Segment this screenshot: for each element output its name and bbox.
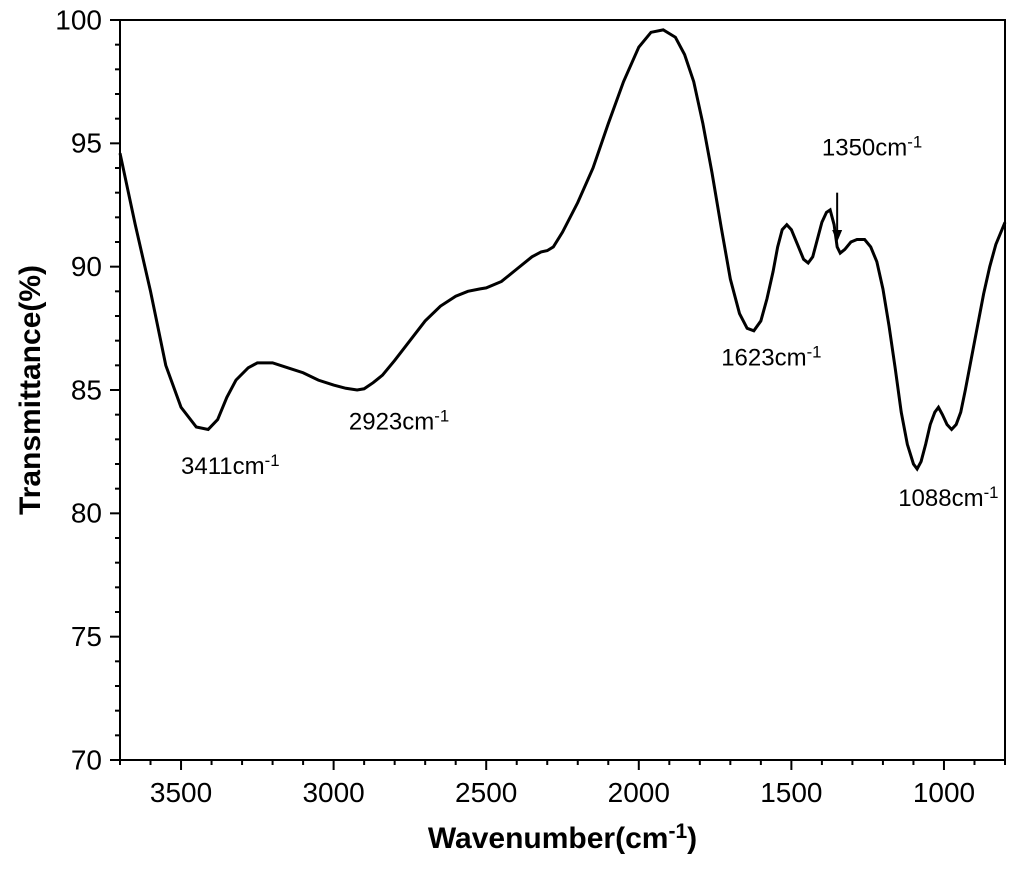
y-tick-label: 85 bbox=[71, 374, 102, 405]
x-tick-label: 1500 bbox=[760, 777, 822, 808]
y-tick-label: 75 bbox=[71, 621, 102, 652]
x-tick-label: 2500 bbox=[455, 777, 517, 808]
y-axis-label: Transmittance(%) bbox=[14, 265, 47, 515]
x-tick-label: 3000 bbox=[302, 777, 364, 808]
x-axis-label: Wavenumber(cm-1) bbox=[428, 820, 697, 855]
peak-label: 1350cm-1 bbox=[822, 133, 922, 162]
chart-svg: 1000 1500 2000 2500 3000 3500 70 75 80 85 90 95 100 W… bbox=[0, 0, 1021, 879]
peak-label: 1088cm-1 bbox=[898, 483, 998, 512]
ir-spectrum-chart: 1000 1500 2000 2500 3000 3500 70 75 80 85 90 95 100 W… bbox=[0, 0, 1021, 879]
x-tick-label: 1000 bbox=[913, 777, 975, 808]
x-tick-label: 2000 bbox=[608, 777, 670, 808]
y-tick-label: 90 bbox=[71, 251, 102, 282]
peak-label: 2923cm-1 bbox=[349, 406, 449, 435]
y-tick-label: 80 bbox=[71, 498, 102, 529]
x-tick-label: 3500 bbox=[150, 777, 212, 808]
peak-arrow-head bbox=[832, 230, 842, 242]
plot-frame bbox=[120, 20, 1005, 760]
y-tick-label: 70 bbox=[71, 744, 102, 775]
peak-label: 1623cm-1 bbox=[721, 342, 821, 371]
y-tick-label: 100 bbox=[55, 4, 102, 35]
spectrum-line bbox=[120, 30, 1005, 469]
peak-label: 3411cm-1 bbox=[181, 451, 280, 480]
y-tick-label: 95 bbox=[71, 128, 102, 159]
